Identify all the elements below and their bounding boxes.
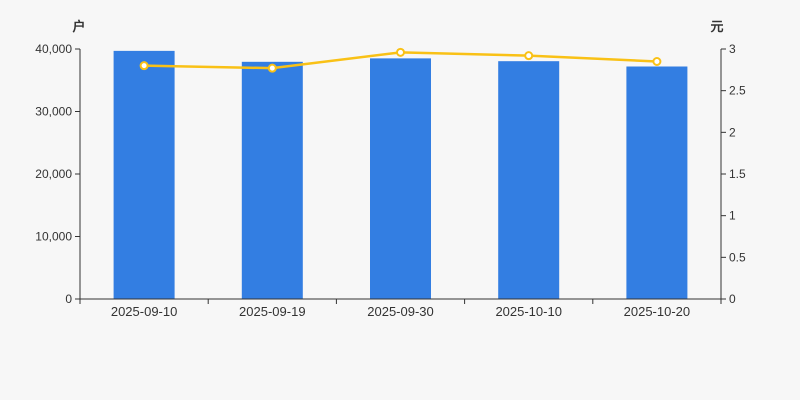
right-axis-tick-label: 1.5: [729, 167, 746, 181]
x-axis-category-label: 2025-09-19: [239, 304, 306, 319]
right-axis-tick-label: 2.5: [729, 84, 746, 98]
line-point-marker[interactable]: [267, 63, 277, 73]
bar[interactable]: [113, 50, 175, 299]
right-axis-tick-label: 1: [729, 209, 736, 223]
bar[interactable]: [626, 66, 688, 300]
bar[interactable]: [241, 61, 303, 299]
x-axis-category-label: 2025-10-10: [495, 304, 562, 319]
left-axis-tick-label: 30,000: [35, 105, 72, 119]
bar[interactable]: [498, 61, 560, 299]
left-axis-unit-label: 户: [72, 19, 86, 34]
x-axis-category-label: 2025-09-30: [367, 304, 434, 319]
line-point-marker[interactable]: [139, 61, 149, 71]
x-axis-category-label: 2025-10-20: [624, 304, 691, 319]
left-axis-tick-label: 20,000: [35, 167, 72, 181]
line-point-marker[interactable]: [396, 47, 405, 57]
left-axis-tick-label: 0: [65, 292, 72, 306]
line-point-marker[interactable]: [652, 57, 662, 66]
x-axis-category-label: 2025-09-10: [111, 304, 178, 319]
left-axis-tick-label: 40,000: [35, 42, 72, 56]
right-axis-tick-label: 0: [729, 292, 736, 306]
bar[interactable]: [370, 58, 431, 299]
line-point-marker[interactable]: [524, 51, 534, 61]
right-axis-unit-label: 元: [710, 19, 724, 34]
left-axis-tick-label: 10,000: [35, 230, 72, 244]
right-axis-tick-label: 2: [729, 125, 736, 139]
right-axis-tick-label: 3: [729, 42, 736, 56]
right-axis-tick-label: 0.5: [729, 250, 746, 264]
